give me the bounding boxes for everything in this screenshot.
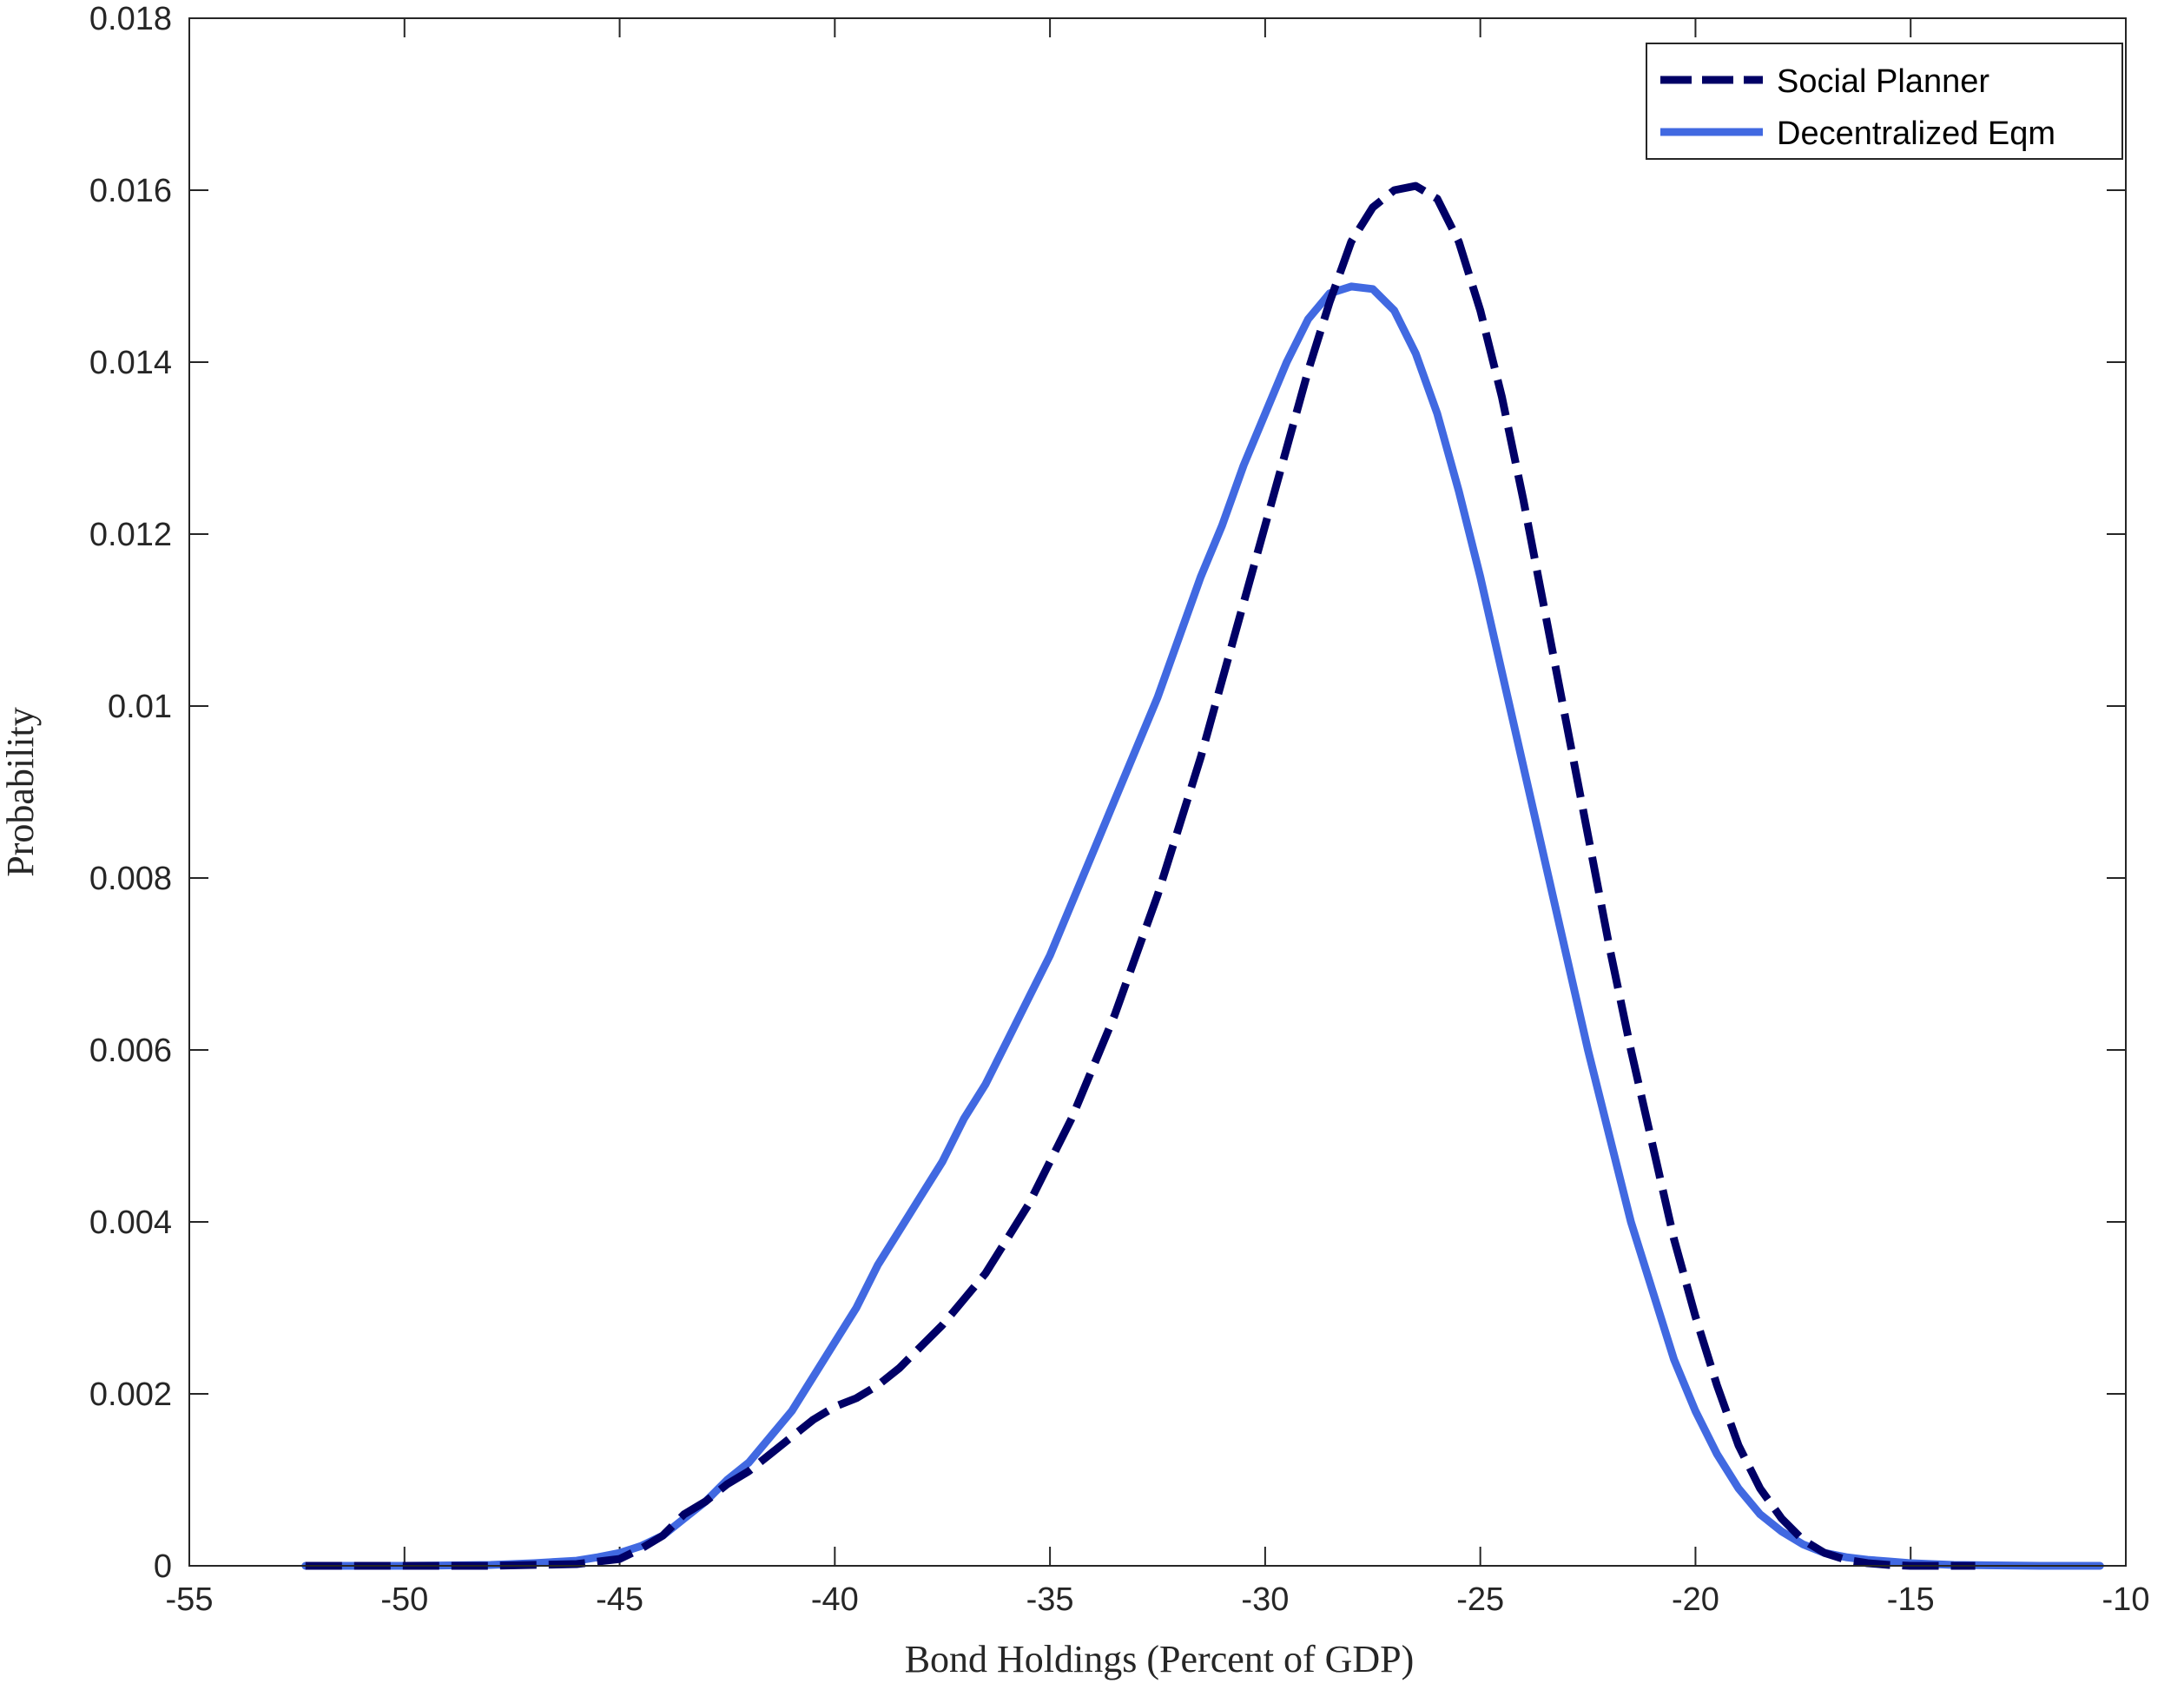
tick-labels: -55 -50 -45 -40 -35 -30 -25 -20 -15 -10 0 0.002 0.00… — [89, 1, 2150, 1618]
legend: Social Planner Decentralized Eqm — [1646, 43, 2123, 160]
y-tick-label: 0.018 — [89, 1, 172, 37]
series-line-decentralized-eqm — [301, 282, 2104, 1570]
x-tick-label: -50 — [380, 1581, 428, 1618]
y-tick-label: 0.016 — [89, 173, 172, 209]
y-tick-label: 0.012 — [89, 517, 172, 553]
x-tick-label: -35 — [1026, 1581, 1074, 1618]
x-tick-label: -10 — [2102, 1581, 2150, 1618]
legend-label-decentralized-eqm: Decentralized Eqm — [1777, 116, 2055, 152]
series-layer — [301, 182, 2104, 1570]
legend-box — [1646, 43, 2123, 160]
x-tick-label: -55 — [166, 1581, 214, 1618]
y-tick-label: 0.014 — [89, 345, 172, 381]
x-tick-label: -20 — [1672, 1581, 1719, 1618]
plot-frame — [188, 17, 2127, 1567]
legend-label-social-planner: Social Planner — [1777, 63, 1989, 100]
series-line-social-planner — [305, 182, 1976, 1570]
x-tick-label: -30 — [1241, 1581, 1289, 1618]
y-tick-label: 0 — [154, 1548, 172, 1585]
y-tick-label: 0.006 — [89, 1033, 172, 1069]
y-tick-label: 0.01 — [108, 689, 172, 725]
x-tick-label: -45 — [596, 1581, 643, 1618]
y-axis-title: Probability — [0, 707, 42, 877]
y-tick-label: 0.008 — [89, 861, 172, 897]
x-tick-label: -15 — [1887, 1581, 1935, 1618]
y-tick-label: 0.002 — [89, 1376, 172, 1413]
y-tick-label: 0.004 — [89, 1205, 172, 1241]
x-tick-label: -25 — [1456, 1581, 1504, 1618]
x-axis-title: Bond Holdings (Percent of GDP) — [905, 1638, 1415, 1680]
x-tick-label: -40 — [811, 1581, 859, 1618]
